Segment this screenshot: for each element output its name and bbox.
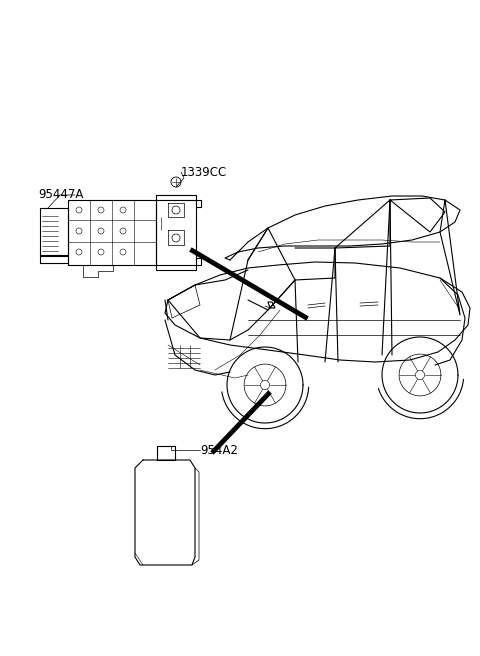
Text: 954A2: 954A2 [200, 443, 238, 457]
Text: 95447A: 95447A [38, 188, 84, 201]
Text: 1339CC: 1339CC [181, 165, 227, 178]
